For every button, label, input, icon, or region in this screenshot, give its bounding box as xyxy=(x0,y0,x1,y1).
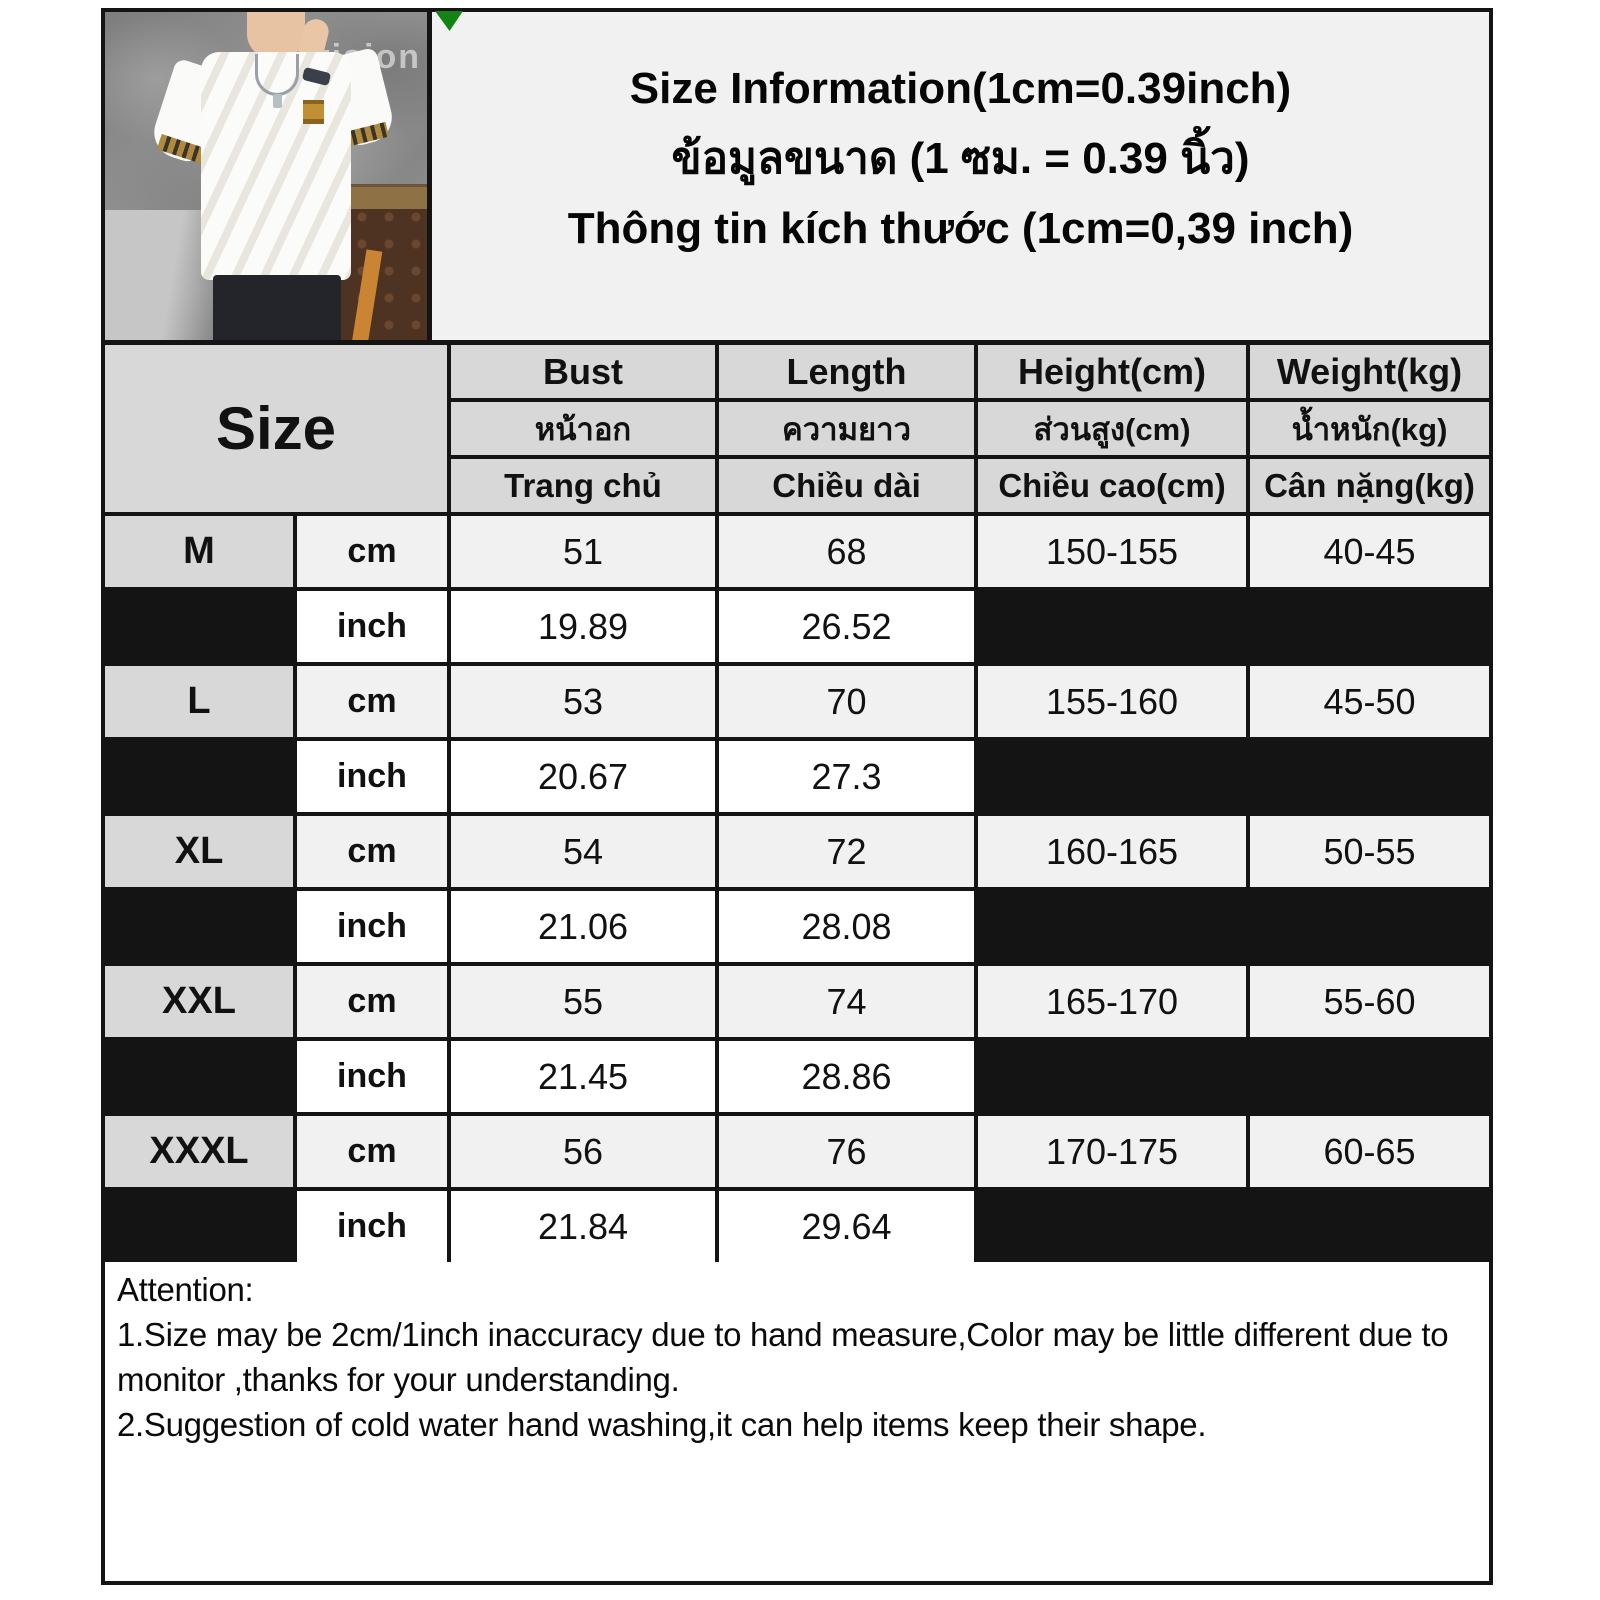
row-size-label: XXL xyxy=(105,966,293,1037)
size-table: Size Bust Length Height(cm) Weight(kg) ห… xyxy=(105,345,1489,1262)
attention-heading: Attention: xyxy=(117,1271,254,1308)
unit-cm-label: cm xyxy=(297,816,447,887)
col-header-weight-vi: Cân nặng(kg) xyxy=(1250,459,1489,512)
unit-inch-label: inch xyxy=(297,891,447,962)
weight-range-value: 60-65 xyxy=(1250,1116,1489,1187)
bust-cm-value: 56 xyxy=(451,1116,715,1187)
attention-notes: Attention: 1.Size may be 2cm/1inch inacc… xyxy=(105,1262,1489,1581)
height-range-value: 155-160 xyxy=(978,666,1246,737)
col-header-bust-en: Bust xyxy=(451,345,715,398)
bust-inch-value: 20.67 xyxy=(451,741,715,812)
photo-necklace xyxy=(255,54,299,96)
col-header-weight-en: Weight(kg) xyxy=(1250,345,1489,398)
photo-model-head xyxy=(247,12,305,58)
unit-cm-label: cm xyxy=(297,516,447,587)
weight-range-value: 45-50 xyxy=(1250,666,1489,737)
bust-inch-value: 21.45 xyxy=(451,1041,715,1112)
unit-inch-label: inch xyxy=(297,1191,447,1262)
title-thai: ข้อมูลขนาด (1 ซม. = 0.39 นิ้ว) xyxy=(671,134,1250,183)
unit-cm-label: cm xyxy=(297,1116,447,1187)
length-cm-value: 76 xyxy=(719,1116,974,1187)
length-inch-value: 27.3 xyxy=(719,741,974,812)
photo-chest-logo xyxy=(303,100,324,124)
bust-inch-value: 19.89 xyxy=(451,591,715,662)
bust-cm-value: 55 xyxy=(451,966,715,1037)
col-header-bust-th: หน้าอก xyxy=(451,402,715,455)
weight-range-value: 50-55 xyxy=(1250,816,1489,887)
length-cm-value: 68 xyxy=(719,516,974,587)
bust-inch-value: 21.06 xyxy=(451,891,715,962)
height-range-value: 170-175 xyxy=(978,1116,1246,1187)
title-english: Size Information(1cm=0.39inch) xyxy=(629,64,1292,113)
row-size-label: M xyxy=(105,516,293,587)
weight-range-value: 55-60 xyxy=(1250,966,1489,1037)
row-size-label: L xyxy=(105,666,293,737)
bust-cm-value: 51 xyxy=(451,516,715,587)
unit-inch-label: inch xyxy=(297,1041,447,1112)
unit-inch-label: inch xyxy=(297,591,447,662)
photo-tshirt-torso xyxy=(201,52,351,280)
col-header-length-en: Length xyxy=(719,345,974,398)
photo-model-pants xyxy=(213,275,341,340)
bust-inch-value: 21.84 xyxy=(451,1191,715,1262)
top-section: vision Size Information(1cm=0.39inch xyxy=(105,11,1489,345)
length-inch-value: 28.86 xyxy=(719,1041,974,1112)
title-panel: Size Information(1cm=0.39inch) ข้อมูลขนา… xyxy=(432,12,1489,340)
height-range-value: 160-165 xyxy=(978,816,1246,887)
height-range-value: 150-155 xyxy=(978,516,1246,587)
size-header-cell: Size xyxy=(105,345,447,512)
attention-item-1: 1.Size may be 2cm/1inch inaccuracy due t… xyxy=(117,1315,1449,1398)
title-vietnamese: Thông tin kích thước (1cm=0,39 inch) xyxy=(567,204,1354,253)
length-cm-value: 74 xyxy=(719,966,974,1037)
attention-item-2: 2.Suggestion of cold water hand washing,… xyxy=(117,1405,1207,1443)
unit-cm-label: cm xyxy=(297,666,447,737)
length-inch-value: 28.08 xyxy=(719,891,974,962)
col-header-height-en: Height(cm) xyxy=(978,345,1246,398)
bust-cm-value: 54 xyxy=(451,816,715,887)
unit-cm-label: cm xyxy=(297,966,447,1037)
size-chart-sheet: vision Size Information(1cm=0.39inch xyxy=(101,8,1493,1585)
product-photo: vision xyxy=(105,12,432,340)
length-inch-value: 26.52 xyxy=(719,591,974,662)
height-range-value: 165-170 xyxy=(978,966,1246,1037)
col-header-weight-th: น้ำหนัก(kg) xyxy=(1250,402,1489,455)
col-header-length-th: ความยาว xyxy=(719,402,974,455)
col-header-length-vi: Chiều dài xyxy=(719,459,974,512)
length-cm-value: 70 xyxy=(719,666,974,737)
length-inch-value: 29.64 xyxy=(719,1191,974,1262)
row-size-label: XL xyxy=(105,816,293,887)
photo-necklace-pendant xyxy=(273,94,282,108)
col-header-bust-vi: Trang chủ xyxy=(451,459,715,512)
weight-range-value: 40-45 xyxy=(1250,516,1489,587)
col-header-height-th: ส่วนสูง(cm) xyxy=(978,402,1246,455)
col-header-height-vi: Chiều cao(cm) xyxy=(978,459,1246,512)
unit-inch-label: inch xyxy=(297,741,447,812)
row-size-label: XXXL xyxy=(105,1116,293,1187)
length-cm-value: 72 xyxy=(719,816,974,887)
bust-cm-value: 53 xyxy=(451,666,715,737)
